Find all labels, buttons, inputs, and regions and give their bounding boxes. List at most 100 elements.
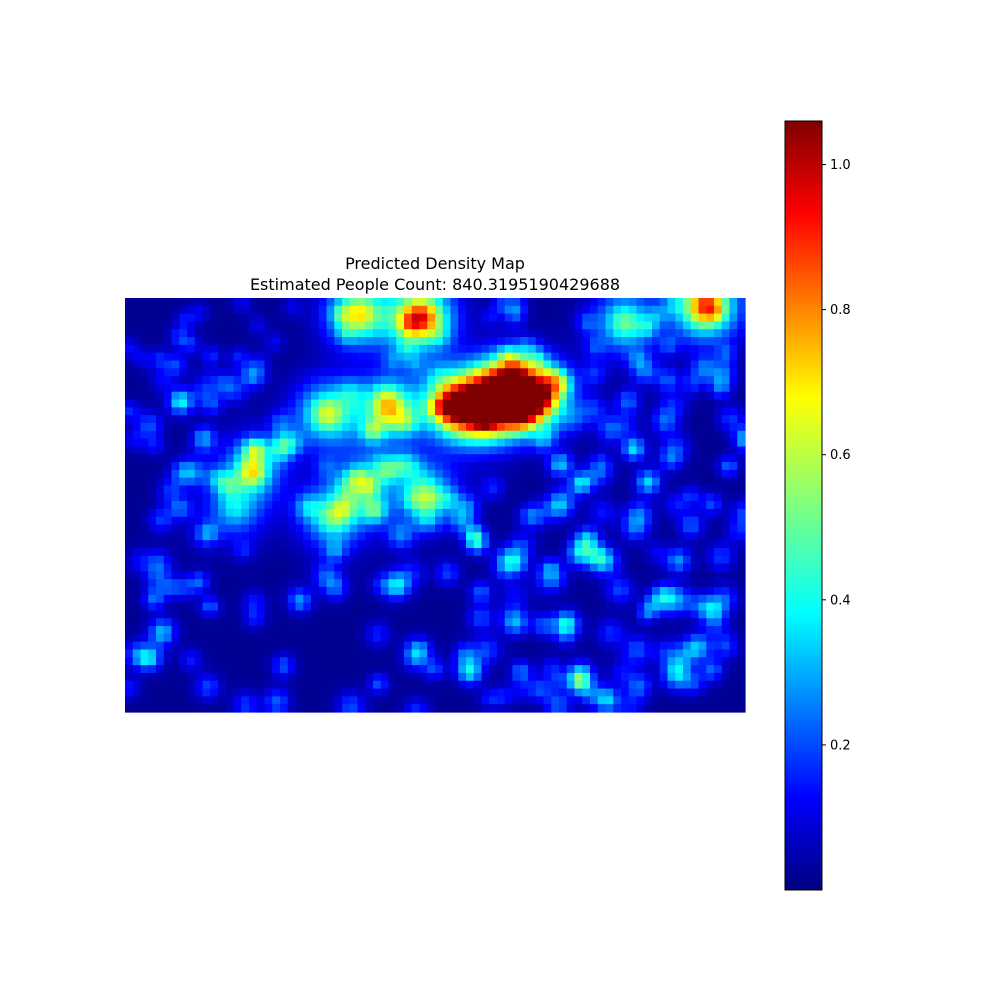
heatmap-cell [504, 571, 514, 580]
heatmap-cell [683, 602, 692, 612]
heatmap-cell [388, 696, 397, 705]
heatmap-cell [737, 594, 746, 604]
heatmap-cell [621, 415, 630, 424]
heatmap-cell [512, 501, 521, 510]
heatmap-cell [721, 508, 731, 518]
heatmap-cell [311, 383, 320, 393]
heatmap-cell [551, 415, 560, 424]
heatmap-cell [613, 626, 622, 635]
heatmap-cell [140, 594, 149, 604]
heatmap-cell [349, 532, 359, 541]
heatmap-cell [156, 649, 165, 658]
heatmap-cell [396, 446, 405, 455]
heatmap-cell [264, 422, 273, 432]
heatmap-cell [466, 501, 475, 510]
heatmap-cell [140, 665, 149, 674]
heatmap-cell [512, 563, 521, 572]
heatmap-cell [613, 407, 622, 416]
heatmap-cell [233, 493, 242, 502]
heatmap-cell [450, 313, 459, 323]
heatmap-cell [163, 641, 173, 651]
heatmap-cell [667, 594, 676, 604]
heatmap-cell [659, 704, 669, 713]
heatmap-cell [729, 532, 738, 541]
heatmap-cell [535, 321, 545, 330]
heatmap-cell [334, 469, 343, 479]
heatmap-cell [241, 337, 250, 346]
heatmap-cell [659, 337, 669, 346]
heatmap-cell [714, 446, 723, 455]
heatmap-cell [225, 696, 235, 705]
heatmap-cell [318, 547, 328, 557]
heatmap-cell [450, 579, 459, 588]
heatmap-cell [218, 415, 227, 424]
heatmap-cell [729, 672, 738, 682]
heatmap-cell [489, 579, 498, 588]
heatmap-cell [690, 383, 700, 393]
heatmap-cell [458, 305, 467, 315]
heatmap-cell [652, 571, 661, 580]
heatmap-cell [690, 704, 700, 713]
heatmap-cell [225, 352, 235, 362]
heatmap-cell [419, 321, 428, 330]
heatmap-cell [427, 477, 436, 487]
heatmap-cell [272, 704, 281, 713]
heatmap-cell [249, 438, 258, 448]
heatmap-cell [473, 368, 483, 377]
heatmap-cell [357, 376, 366, 385]
heatmap-cell [667, 704, 676, 713]
heatmap-cell [419, 407, 428, 416]
heatmap-cell [737, 329, 746, 338]
heatmap-cell [435, 313, 444, 323]
heatmap-cell [326, 321, 335, 330]
heatmap-cell [225, 446, 235, 455]
heatmap-cell [683, 352, 692, 362]
heatmap-cell [644, 344, 653, 354]
heatmap-cell [349, 571, 359, 580]
heatmap-cell [706, 298, 715, 307]
heatmap-cell [357, 313, 366, 323]
heatmap-cell [729, 352, 738, 362]
heatmap-cell [373, 383, 382, 393]
heatmap-cell [535, 563, 545, 572]
heatmap-cell [210, 391, 219, 401]
heatmap-cell [156, 657, 165, 666]
heatmap-cell [202, 321, 211, 330]
heatmap-cell [342, 665, 351, 674]
heatmap-cell [171, 462, 180, 471]
heatmap-cell [458, 454, 467, 463]
heatmap-cell [295, 446, 304, 455]
heatmap-cell [411, 524, 421, 533]
heatmap-cell [396, 555, 405, 565]
colorbar-tick-label: 1.0 [830, 158, 851, 173]
heatmap-cell [644, 360, 653, 369]
heatmap-cell [249, 540, 258, 549]
heatmap-cell [636, 376, 645, 385]
heatmap-cell [179, 672, 188, 682]
heatmap-cell [202, 391, 211, 401]
heatmap-cell [132, 571, 142, 580]
heatmap-cell [473, 665, 483, 674]
heatmap-cell [380, 672, 390, 682]
heatmap-cell [132, 368, 142, 377]
heatmap-cell [729, 493, 738, 502]
heatmap-cell [543, 657, 552, 666]
heatmap-cell [551, 407, 560, 416]
heatmap-cell [272, 587, 281, 596]
heatmap-cell [342, 383, 351, 393]
heatmap-cell [318, 360, 328, 369]
heatmap-cell [628, 298, 638, 307]
heatmap-cell [194, 485, 204, 494]
heatmap-cell [225, 383, 235, 393]
heatmap-cell [125, 422, 134, 432]
heatmap-cell [210, 618, 219, 627]
heatmap-cell [737, 508, 746, 518]
heatmap-cell [466, 383, 475, 393]
heatmap-cell [497, 704, 506, 713]
heatmap-cell [675, 563, 684, 572]
heatmap-cell [365, 696, 374, 705]
heatmap-cell [148, 618, 157, 627]
heatmap-cell [636, 430, 645, 440]
heatmap-cell [342, 501, 351, 510]
heatmap-cell [737, 462, 746, 471]
